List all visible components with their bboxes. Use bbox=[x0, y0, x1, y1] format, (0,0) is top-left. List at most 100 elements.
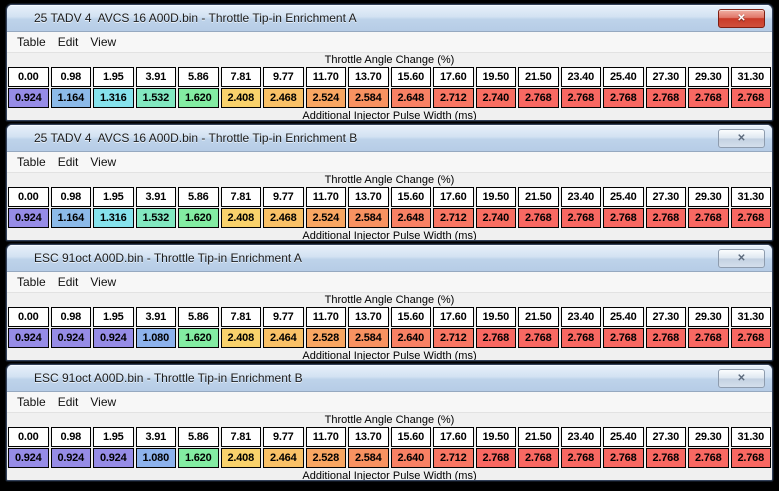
menu-bar: Table Edit View bbox=[7, 152, 772, 173]
data-cell[interactable]: 2.408 bbox=[220, 328, 261, 348]
data-cell[interactable]: 2.768 bbox=[688, 88, 729, 108]
window-titlebar[interactable]: ESC 91oct A00D.bin - Throttle Tip-in Enr… bbox=[7, 365, 772, 392]
menu-item-edit[interactable]: Edit bbox=[57, 275, 79, 289]
data-cell[interactable]: 2.768 bbox=[518, 208, 559, 228]
data-cell[interactable]: 1.532 bbox=[135, 88, 176, 108]
menu-item-table[interactable]: Table bbox=[17, 395, 46, 409]
data-cell[interactable]: 2.768 bbox=[688, 208, 729, 228]
data-cell[interactable]: 0.924 bbox=[8, 448, 49, 468]
close-button[interactable]: ✕ bbox=[718, 129, 765, 148]
menu-item-edit[interactable]: Edit bbox=[57, 155, 79, 169]
data-cell[interactable]: 2.528 bbox=[305, 328, 346, 348]
data-cell[interactable]: 2.712 bbox=[433, 328, 474, 348]
data-cell[interactable]: 2.768 bbox=[730, 208, 771, 228]
data-cell[interactable]: 2.768 bbox=[603, 448, 644, 468]
data-cell[interactable]: 2.528 bbox=[305, 448, 346, 468]
menu-item-table[interactable]: Table bbox=[17, 275, 46, 289]
data-cell[interactable]: 2.468 bbox=[263, 208, 304, 228]
data-cell[interactable]: 2.768 bbox=[560, 448, 601, 468]
data-cell[interactable]: 2.408 bbox=[220, 208, 261, 228]
data-cell[interactable]: 0.924 bbox=[8, 208, 49, 228]
data-cell[interactable]: 0.924 bbox=[50, 328, 91, 348]
data-cell[interactable]: 2.768 bbox=[645, 328, 686, 348]
data-cell[interactable]: 2.768 bbox=[730, 88, 771, 108]
data-cell[interactable]: 2.464 bbox=[263, 328, 304, 348]
axis-cell: 15.60 bbox=[390, 307, 431, 327]
data-cell[interactable]: 2.768 bbox=[475, 448, 516, 468]
data-cell[interactable]: 2.740 bbox=[475, 208, 516, 228]
data-cell[interactable]: 0.924 bbox=[50, 448, 91, 468]
data-cell[interactable]: 0.924 bbox=[8, 328, 49, 348]
data-cell[interactable]: 1.532 bbox=[135, 208, 176, 228]
menu-item-table[interactable]: Table bbox=[17, 35, 46, 49]
data-cell[interactable]: 2.408 bbox=[220, 448, 261, 468]
menu-bar: Table Edit View bbox=[7, 392, 772, 413]
window-titlebar[interactable]: ESC 91oct A00D.bin - Throttle Tip-in Enr… bbox=[7, 245, 772, 272]
menu-item-view[interactable]: View bbox=[90, 395, 117, 409]
data-cell[interactable]: 2.464 bbox=[263, 448, 304, 468]
close-button[interactable]: ✕ bbox=[718, 9, 765, 28]
data-cell[interactable]: 0.924 bbox=[93, 448, 134, 468]
data-cell[interactable]: 2.468 bbox=[263, 88, 304, 108]
window-titlebar[interactable]: 25 TADV 4 AVCS 16 A00D.bin - Throttle Ti… bbox=[7, 5, 772, 32]
data-cell[interactable]: 2.712 bbox=[433, 208, 474, 228]
data-cell[interactable]: 2.640 bbox=[390, 328, 431, 348]
close-button[interactable]: ✕ bbox=[718, 369, 765, 388]
data-cell[interactable]: 2.408 bbox=[220, 88, 261, 108]
menu-item-table[interactable]: Table bbox=[17, 155, 46, 169]
data-cell[interactable]: 2.640 bbox=[390, 448, 431, 468]
data-cell[interactable]: 1.620 bbox=[178, 328, 219, 348]
close-button[interactable]: ✕ bbox=[718, 249, 765, 268]
data-cell[interactable]: 2.768 bbox=[475, 328, 516, 348]
window-titlebar[interactable]: 25 TADV 4 AVCS 16 A00D.bin - Throttle Ti… bbox=[7, 125, 772, 152]
data-cell[interactable]: 2.768 bbox=[603, 88, 644, 108]
data-cell[interactable]: 2.768 bbox=[730, 328, 771, 348]
data-cell[interactable]: 1.620 bbox=[178, 88, 219, 108]
data-cell[interactable]: 2.524 bbox=[305, 208, 346, 228]
data-cell[interactable]: 2.712 bbox=[433, 448, 474, 468]
data-cell[interactable]: 2.768 bbox=[560, 88, 601, 108]
data-cell[interactable]: 2.768 bbox=[645, 208, 686, 228]
data-cell[interactable]: 1.620 bbox=[178, 448, 219, 468]
menu-item-edit[interactable]: Edit bbox=[57, 395, 79, 409]
data-cell[interactable]: 1.620 bbox=[178, 208, 219, 228]
data-cell[interactable]: 1.164 bbox=[50, 208, 91, 228]
data-cell[interactable]: 1.316 bbox=[93, 208, 134, 228]
data-cell[interactable]: 2.768 bbox=[518, 88, 559, 108]
data-cell[interactable]: 2.584 bbox=[348, 328, 389, 348]
menu-item-edit[interactable]: Edit bbox=[57, 35, 79, 49]
data-cell[interactable]: 2.768 bbox=[560, 208, 601, 228]
data-cell[interactable]: 2.768 bbox=[603, 208, 644, 228]
data-cell[interactable]: 2.768 bbox=[518, 328, 559, 348]
data-cell[interactable]: 2.740 bbox=[475, 88, 516, 108]
data-cell[interactable]: 2.524 bbox=[305, 88, 346, 108]
data-cell[interactable]: 2.712 bbox=[433, 88, 474, 108]
data-cell[interactable]: 2.768 bbox=[688, 328, 729, 348]
axis-cell: 13.70 bbox=[348, 67, 389, 87]
data-cell[interactable]: 2.648 bbox=[390, 208, 431, 228]
data-cell[interactable]: 0.924 bbox=[8, 88, 49, 108]
data-cell[interactable]: 2.768 bbox=[518, 448, 559, 468]
data-cell[interactable]: 2.584 bbox=[348, 448, 389, 468]
data-cell[interactable]: 2.768 bbox=[688, 448, 729, 468]
data-cell[interactable]: 2.768 bbox=[603, 328, 644, 348]
data-cell[interactable]: 1.164 bbox=[50, 88, 91, 108]
axis-cell: 1.95 bbox=[93, 427, 134, 447]
menu-item-view[interactable]: View bbox=[90, 35, 117, 49]
data-cell[interactable]: 0.924 bbox=[93, 328, 134, 348]
axis-cell: 15.60 bbox=[390, 187, 431, 207]
axis-cell: 7.81 bbox=[220, 67, 261, 87]
menu-item-view[interactable]: View bbox=[90, 155, 117, 169]
data-cell[interactable]: 2.768 bbox=[645, 88, 686, 108]
data-cell[interactable]: 2.584 bbox=[348, 208, 389, 228]
menu-item-view[interactable]: View bbox=[90, 275, 117, 289]
data-cell[interactable]: 2.584 bbox=[348, 88, 389, 108]
axis-cell: 27.30 bbox=[645, 307, 686, 327]
data-cell[interactable]: 2.768 bbox=[645, 448, 686, 468]
data-cell[interactable]: 2.648 bbox=[390, 88, 431, 108]
data-cell[interactable]: 1.316 bbox=[93, 88, 134, 108]
data-cell[interactable]: 2.768 bbox=[560, 328, 601, 348]
data-cell[interactable]: 2.768 bbox=[730, 448, 771, 468]
data-cell[interactable]: 1.080 bbox=[135, 448, 176, 468]
data-cell[interactable]: 1.080 bbox=[135, 328, 176, 348]
